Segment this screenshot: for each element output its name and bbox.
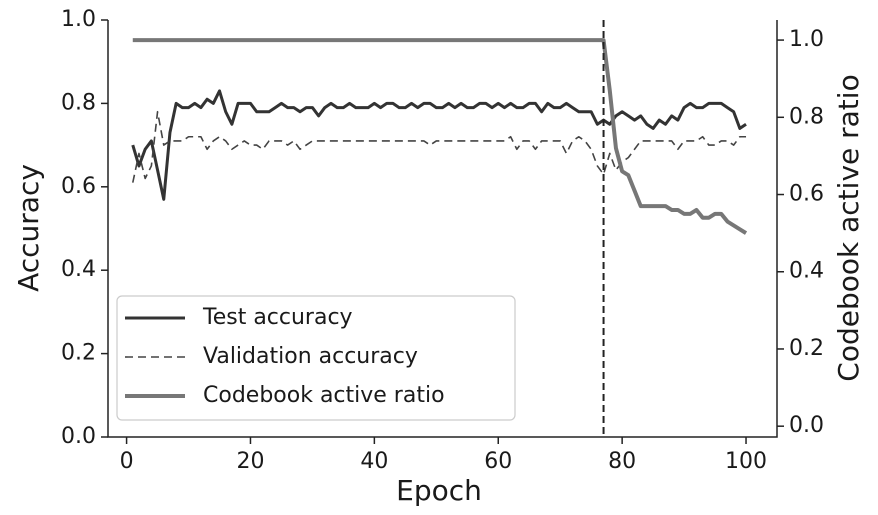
y2-tick-label: 0.0 [789,413,824,438]
x-tick-label: 60 [484,449,512,474]
y2-tick-label: 0.4 [789,259,824,284]
y-tick-label: 0.8 [61,90,96,115]
legend-label: Test accuracy [202,305,353,330]
series-line [132,38,748,235]
y2-tick-label: 0.2 [789,336,824,361]
x-tick-label: 20 [236,449,264,474]
axis-spines [107,20,778,438]
y2-tick-label: 0.6 [789,182,824,207]
y-tick-label: 1.0 [61,7,96,32]
x-tick-label: 100 [725,449,767,474]
y2-tick-label: 1.0 [789,27,824,52]
x-tick-label: 40 [360,449,388,474]
x-axis-label: Epoch [396,474,482,507]
legend-box [116,295,516,421]
y-tick-label: 0.2 [61,341,96,366]
y-tick-label: 0.6 [61,174,96,199]
y-tick-label: 0.4 [61,257,96,282]
y2-axis-label: Codebook active ratio [832,74,865,381]
y-axis-label: Accuracy [12,164,45,292]
legend-label: Validation accuracy [203,344,418,369]
series-line [131,89,747,201]
series-line [131,110,747,183]
y2-tick-label: 0.8 [789,104,824,129]
x-tick-label: 80 [608,449,636,474]
legend-label: Codebook active ratio [203,383,445,408]
y-tick-label: 0.0 [61,424,96,449]
x-tick-label: 0 [120,449,134,474]
